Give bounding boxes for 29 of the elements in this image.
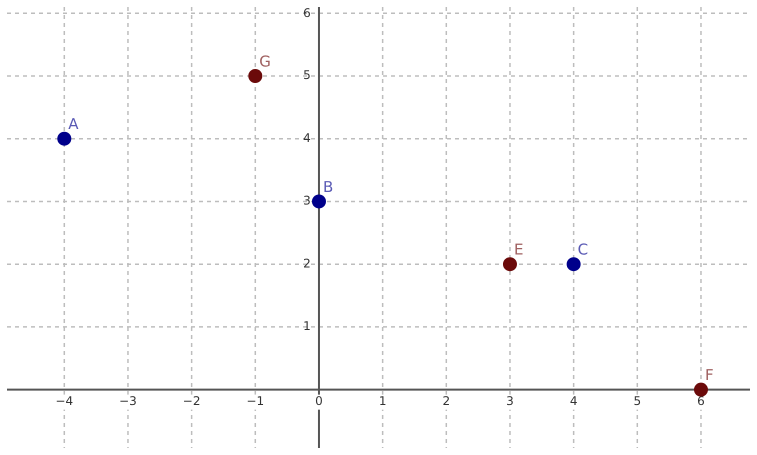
- annotation: C: [578, 240, 588, 259]
- annotation: F: [704, 366, 714, 384]
- y-tick-label: 5: [303, 68, 311, 82]
- x-tick-label: 0: [315, 394, 323, 408]
- x-tick-label: 5: [633, 394, 642, 408]
- x-tick-label: 2: [442, 394, 450, 408]
- point: [566, 257, 581, 272]
- point: [248, 69, 262, 84]
- x-tick-label: 1: [378, 394, 386, 408]
- y-tick-label: 3: [303, 194, 311, 208]
- annotation: G: [259, 52, 271, 70]
- y-tick-label: 2: [303, 256, 311, 270]
- point: [57, 132, 72, 146]
- x-tick-label: 6: [697, 394, 705, 408]
- point: [502, 257, 517, 272]
- y-tick-label: 1: [303, 319, 311, 334]
- x-tick-label: −4: [55, 394, 74, 408]
- point: [312, 194, 326, 208]
- x-tick-label: −1: [246, 394, 264, 408]
- x-tick-label: 4: [570, 394, 578, 408]
- x-tick-label: −2: [182, 394, 200, 408]
- annotation: B: [322, 178, 334, 196]
- x-tick-label: 3: [506, 394, 514, 408]
- y-tick-label: 4: [303, 130, 311, 145]
- annotation: E: [514, 240, 524, 259]
- point: [694, 382, 708, 397]
- x-tick-label: −3: [119, 394, 137, 408]
- annotation: A: [68, 115, 80, 134]
- y-tick-label: 6: [303, 6, 311, 20]
